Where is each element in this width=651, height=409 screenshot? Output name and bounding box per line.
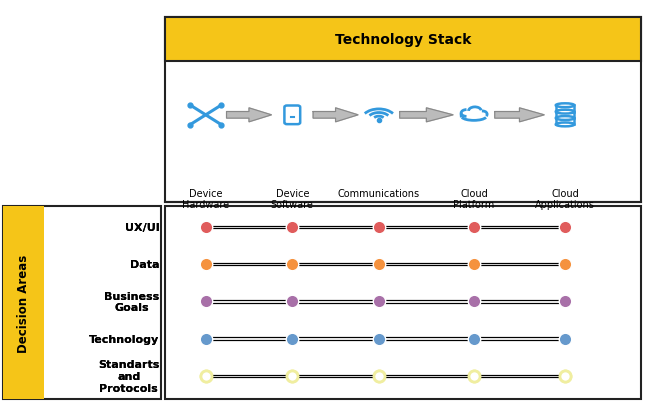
Text: Data: Data <box>130 259 159 270</box>
Polygon shape <box>313 108 358 122</box>
Text: Data: Data <box>130 259 159 270</box>
FancyBboxPatch shape <box>3 207 161 399</box>
FancyBboxPatch shape <box>3 207 44 399</box>
Text: Decision Areas: Decision Areas <box>17 254 30 352</box>
Polygon shape <box>495 108 544 122</box>
Ellipse shape <box>556 110 574 114</box>
Text: Device
Software: Device Software <box>271 188 314 210</box>
FancyBboxPatch shape <box>165 18 641 61</box>
Text: UX/UI: UX/UI <box>125 222 159 232</box>
Text: UX/UI: UX/UI <box>125 222 159 232</box>
Text: Standarts
and
Protocols: Standarts and Protocols <box>98 360 159 393</box>
Text: Technology Stack: Technology Stack <box>335 33 471 47</box>
FancyBboxPatch shape <box>165 207 641 399</box>
Text: Device
Hardware: Device Hardware <box>182 188 229 210</box>
Text: Cloud
Platform: Cloud Platform <box>453 188 495 210</box>
Polygon shape <box>400 108 453 122</box>
Text: Technology: Technology <box>89 334 159 344</box>
FancyBboxPatch shape <box>165 18 641 202</box>
Text: Technology: Technology <box>89 334 159 344</box>
Ellipse shape <box>556 123 574 127</box>
Text: Communications: Communications <box>338 188 420 198</box>
FancyBboxPatch shape <box>284 106 300 125</box>
Polygon shape <box>227 108 271 122</box>
Ellipse shape <box>556 117 574 121</box>
Text: Business
Goals: Business Goals <box>104 291 159 312</box>
Text: Cloud
Applications: Cloud Applications <box>535 188 595 210</box>
Ellipse shape <box>556 104 574 108</box>
Text: Standarts
and
Protocols: Standarts and Protocols <box>98 360 159 393</box>
Text: Business
Goals: Business Goals <box>104 291 159 312</box>
